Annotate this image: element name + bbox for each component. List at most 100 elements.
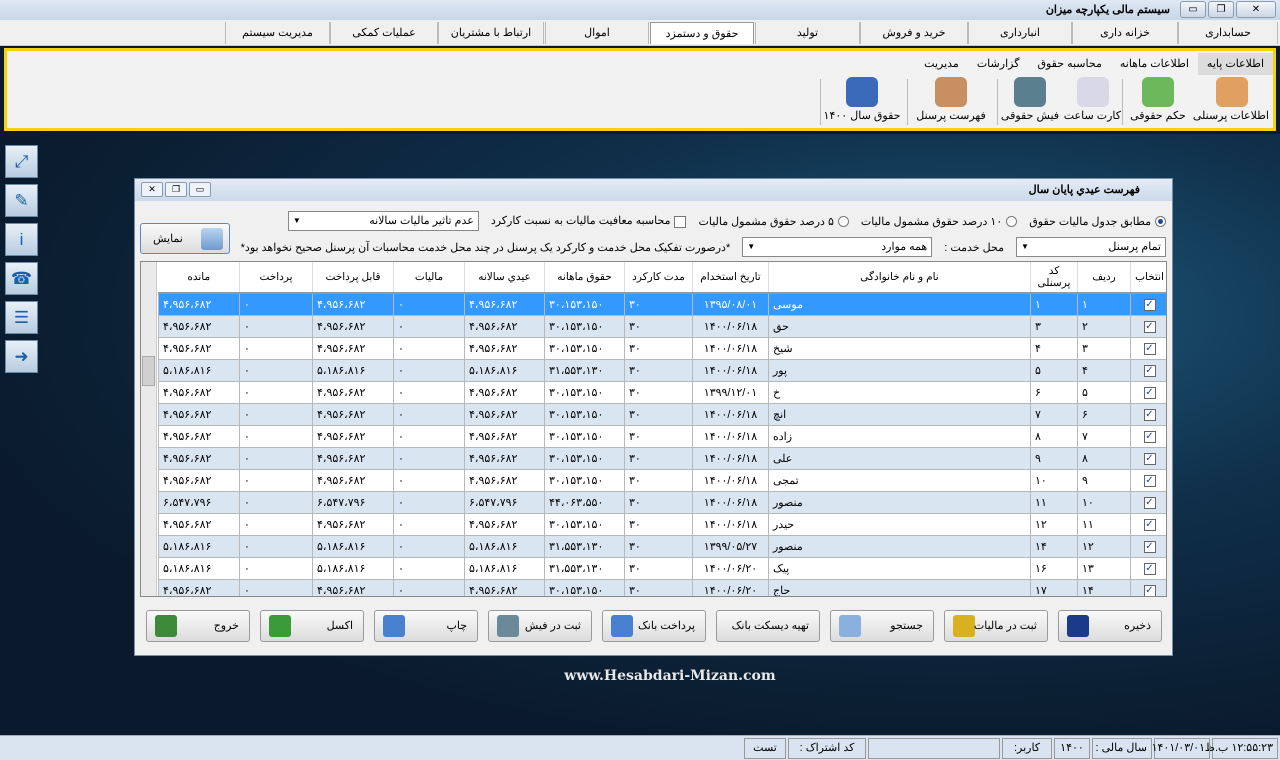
select-cell[interactable]: ✓ [1130,358,1166,382]
tab-9[interactable]: مدیریت سیستم [225,22,330,44]
column-header[interactable]: نام و نام خانوادگی [768,262,1031,294]
table-row[interactable]: ✓ ۹ ۱۰ تمجی ۱۴۰۰/۰۶/۱۸ ۳۰ ۳۰،۱۵۳،۱۵۰ ۴،۹۵۶،۶۸۲ ۰… [158,468,1166,492]
checkbox-checked-icon[interactable]: ✓ [1143,298,1156,311]
checkbox-checked-icon[interactable]: ✓ [1143,562,1156,575]
personnel-combo[interactable]: تمام پرسنل ▼ [1016,237,1166,257]
checkbox-checked-icon[interactable]: ✓ [1143,518,1156,531]
select-cell[interactable]: ✓ [1130,468,1166,492]
tab-6[interactable]: اموال [545,22,649,44]
column-header[interactable]: مالیات [393,262,465,294]
prorate-exemption-checkbox[interactable]: محاسبه معافیت مالیات به نسبت کارکرد [491,214,687,228]
button-bank-pay[interactable]: پرداخت بانک [602,610,706,642]
button-coins[interactable]: ثبت در مالیات [944,610,1048,642]
table-row[interactable]: ✓ ۷ ۸ زاده ۱۴۰۰/۰۶/۱۸ ۳۰ ۳۰،۱۵۳،۱۵۰ ۴،۹۵۶،۶۸۲ ۰ ۴… [158,424,1166,448]
left-toolbar-info-button[interactable]: i [5,223,38,256]
radio-icon[interactable] [837,216,849,228]
column-header[interactable]: حقوق ماهانه [544,262,625,294]
checkbox-checked-icon[interactable]: ✓ [1143,320,1156,333]
minimize-button[interactable]: ▭ [1180,1,1206,18]
left-toolbar-notes-button[interactable]: ☰ [5,301,38,334]
ribbon-button-0[interactable]: اطلاعات پرسنلی [1193,77,1269,127]
ribbon-button-3[interactable]: فیش حقوقی [999,77,1061,127]
select-cell[interactable]: ✓ [1130,402,1166,426]
table-row[interactable]: ✓ ۶ ۷ انچ ۱۴۰۰/۰۶/۱۸ ۳۰ ۳۰،۱۵۳،۱۵۰ ۴،۹۵۶،۶۸۲ ۰ ۴،… [158,402,1166,426]
button-save[interactable]: ذخیره [1058,610,1162,642]
checkbox-checked-icon[interactable]: ✓ [1143,452,1156,465]
column-header[interactable]: پرداخت [239,262,313,294]
checkbox-checked-icon[interactable]: ✓ [1143,474,1156,487]
show-button[interactable]: نمایش [140,223,230,254]
select-cell[interactable]: ✓ [1130,336,1166,360]
scroll-thumb[interactable] [142,356,155,386]
checkbox-checked-icon[interactable]: ✓ [1143,342,1156,355]
table-row[interactable]: ✓ ۱۳ ۱۶ پیک ۱۴۰۰/۰۶/۲۰ ۳۰ ۳۱،۵۵۳،۱۳۰ ۵،۱۸۶،۸۱۶ ۰… [158,556,1166,580]
dialog-maximize-button[interactable]: ❐ [165,182,187,197]
maximize-button[interactable]: ❐ [1208,1,1234,18]
table-row[interactable]: ✓ ۲ ۳ حق ۱۴۰۰/۰۶/۱۸ ۳۰ ۳۰،۱۵۳،۱۵۰ ۴،۹۵۶،۶۸۲ ۰ ۴،۹… [158,314,1166,338]
ribbon-tab-2[interactable]: محاسبه حقوق [1037,58,1102,70]
button-printer[interactable]: چاپ [374,610,478,642]
checkbox-checked-icon[interactable]: ✓ [1143,364,1156,377]
tab-3[interactable]: خرید و فروش [860,22,968,44]
button-disk[interactable]: تهیه دیسکت بانک [716,610,820,642]
ribbon-tab-0[interactable]: اطلاعات پایه [1197,53,1273,75]
ribbon-tab-1[interactable]: اطلاعات ماهانه [1119,58,1189,70]
radio-10-percent[interactable]: ۱۰ درصد حقوق مشمول مالیات [861,215,1018,228]
table-row[interactable]: ✓ ۱۴ ۱۷ حاج ۱۴۰۰/۰۶/۲۰ ۳۰ ۳۰،۱۵۳،۱۵۰ ۴،۹۵۶،۶۸۲ ۰… [158,578,1166,596]
left-toolbar-resize-button[interactable]: ⤢ [5,145,38,178]
button-search[interactable]: جستجو [830,610,934,642]
table-row[interactable]: ✓ ۱۲ ۱۴ منصور ۱۳۹۹/۰۵/۲۷ ۳۰ ۳۱،۵۵۳،۱۳۰ ۵،۱۸۶،۸۱… [158,534,1166,558]
button-excel[interactable]: اکسل [260,610,364,642]
close-button[interactable]: ✕ [1236,1,1276,18]
left-toolbar-phone-button[interactable]: ☎ [5,262,38,295]
button-exit-door[interactable]: خروج [146,610,250,642]
select-cell[interactable]: ✓ [1130,424,1166,448]
table-row[interactable]: ✓ ۸ ۹ علی ۱۴۰۰/۰۶/۱۸ ۳۰ ۳۰،۱۵۳،۱۵۰ ۴،۹۵۶،۶۸۲ ۰ ۴،… [158,446,1166,470]
dialog-close-button[interactable]: ✕ [141,182,163,197]
tab-2[interactable]: انبارداری [968,22,1072,44]
select-cell[interactable]: ✓ [1130,490,1166,514]
select-cell[interactable]: ✓ [1130,380,1166,404]
column-header[interactable]: عيدي سالانه [464,262,545,294]
select-cell[interactable]: ✓ [1130,314,1166,338]
ribbon-tab-3[interactable]: گزارشات [976,58,1020,70]
select-cell[interactable]: ✓ [1130,556,1166,580]
column-header[interactable]: انتخاب [1130,262,1166,294]
checkbox-icon[interactable] [674,215,687,228]
tab-8[interactable]: عملیات کمکی [330,22,438,44]
radio-icon[interactable] [1006,216,1018,228]
column-header[interactable]: مدت کارکرد [624,262,693,294]
tab-4[interactable]: تولید [755,22,860,44]
table-row[interactable]: ✓ ۱۱ ۱۲ حیدر ۱۴۰۰/۰۶/۱۸ ۳۰ ۳۰،۱۵۳،۱۵۰ ۴،۹۵۶،۶۸۲… [158,512,1166,536]
ribbon-button-2[interactable]: کارت ساعت [1064,77,1121,127]
checkbox-checked-icon[interactable]: ✓ [1143,584,1156,596]
checkbox-checked-icon[interactable]: ✓ [1143,386,1156,399]
dialog-minimize-button[interactable]: ▭ [189,182,211,197]
service-location-combo[interactable]: همه موارد ▼ [742,237,933,257]
table-row[interactable]: ✓ ۴ ۵ پور ۱۴۰۰/۰۶/۱۸ ۳۰ ۳۱،۵۵۳،۱۳۰ ۵،۱۸۶،۸۱۶ ۰ ۵،… [158,358,1166,382]
button-wallet[interactable]: ثبت در فیش [488,610,592,642]
select-cell[interactable]: ✓ [1130,578,1166,596]
column-header[interactable]: تاریخ استخدام [692,262,769,294]
select-cell[interactable]: ✓ [1130,446,1166,470]
table-row[interactable]: ✓ ۱ ۱ موسی ۱۳۹۵/۰۸/۰۱ ۳۰ ۳۰،۱۵۳،۱۵۰ ۴،۹۵۶،۶۸۲ ۰ ۴… [158,292,1166,316]
table-row[interactable]: ✓ ۱۰ ۱۱ منصور ۱۴۰۰/۰۶/۱۸ ۳۰ ۴۴،۰۶۳،۵۵۰ ۶،۵۴۷،۷۹… [158,490,1166,514]
ribbon-tab-4[interactable]: مدیریت [924,58,959,70]
checkbox-checked-icon[interactable]: ✓ [1143,496,1156,509]
tab-5[interactable]: حقوق و دستمزد [650,22,754,44]
column-header[interactable]: قابل پرداخت [312,262,394,294]
left-toolbar-wand-button[interactable]: ✎ [5,184,38,217]
select-cell[interactable]: ✓ [1130,292,1166,316]
left-toolbar-logout-button[interactable]: ➜ [5,340,38,373]
ribbon-button-4[interactable]: فهرست پرسنل [907,77,995,127]
select-cell[interactable]: ✓ [1130,512,1166,536]
checkbox-checked-icon[interactable]: ✓ [1143,408,1156,421]
radio-tax-table[interactable]: مطابق جدول مالیات حقوق [1029,215,1166,228]
tab-1[interactable]: خزانه داری [1072,22,1178,44]
column-header[interactable]: کد پرسنلی [1030,262,1078,294]
column-header[interactable]: ردیف [1077,262,1131,294]
select-cell[interactable]: ✓ [1130,534,1166,558]
ribbon-button-5[interactable]: حقوق سال ۱۴۰۰ [821,77,903,127]
checkbox-checked-icon[interactable]: ✓ [1143,430,1156,443]
radio-icon[interactable] [1155,216,1166,228]
